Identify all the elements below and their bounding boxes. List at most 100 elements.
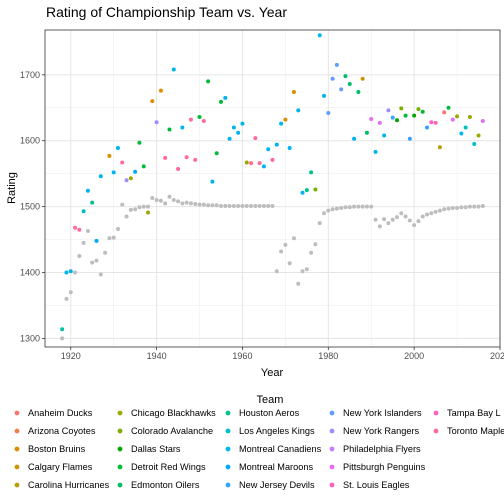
average-point [167,194,172,199]
legend-key [117,446,123,452]
legend-key [433,428,439,434]
legend-key [14,428,20,434]
champion-point [244,160,249,165]
champion-point [137,140,142,145]
champion-point [193,157,198,162]
average-point [120,202,125,207]
average-point [171,198,176,203]
average-point [197,202,202,207]
legend-label: Philadelphia Flyers [343,444,421,454]
average-point [77,254,82,259]
legend-key [117,428,123,434]
legend-label: Detroit Red Wings [131,462,206,472]
legend-key [329,410,335,416]
champion-point [253,136,258,141]
average-point [231,203,236,208]
champion-point [399,106,404,111]
champion-point [291,89,296,94]
legend-key [117,464,123,470]
average-point [283,242,288,247]
average-point [433,209,438,214]
average-point [163,201,168,206]
legend-label: Colorado Avalanche [131,426,213,436]
champion-point [433,120,438,125]
champion-point [330,76,335,81]
legend-label: Toronto Maple [447,426,504,436]
champion-point [334,62,339,67]
average-point [154,198,159,203]
legend-key [225,464,231,470]
champion-point [480,118,485,123]
plot-border [44,29,501,348]
average-point [330,207,335,212]
champion-point [73,225,78,230]
legend-key [225,410,231,416]
average-point [85,229,90,234]
champion-point [171,67,176,72]
average-point [111,235,116,240]
champion-points [60,33,485,332]
average-point [279,249,284,254]
champion-point [463,125,468,130]
champion-point [425,125,430,130]
legend-label: New York Rangers [343,426,419,436]
average-point [261,203,266,208]
average-point [416,219,421,224]
average-point [158,198,163,203]
average-point [386,221,391,226]
champion-point [313,187,318,192]
average-point [107,236,112,241]
champion-point [111,170,116,175]
champion-point [369,116,374,121]
champion-point [85,188,90,193]
champion-point [386,108,391,113]
y-tick-label: 1400 [20,268,40,278]
average-point [180,201,185,206]
average-point [124,214,129,219]
average-point [399,211,404,216]
average-point [64,296,69,301]
average-point [339,205,344,210]
average-point [137,205,142,210]
average-point [446,206,451,211]
champion-point [90,200,95,205]
champion-point [283,117,288,122]
champion-point [467,114,472,119]
legend-label: Chicago Blackhawks [131,408,216,418]
legend-label: Montreal Canadiens [239,444,322,454]
champion-point [167,127,172,132]
average-point [373,217,378,222]
champion-point [420,109,425,114]
champion-point [364,130,369,135]
average-point [249,203,254,208]
champion-point [120,160,125,165]
y-tick-label: 1700 [20,70,40,80]
champion-point [339,87,344,92]
champion-point [360,76,365,81]
legend-label: Houston Aeros [239,408,300,418]
legend-key [14,482,20,488]
y-axis-title: Rating [6,172,18,204]
average-point [304,267,309,272]
average-point [317,221,322,226]
average-point [442,207,447,212]
average-point [201,202,206,207]
average-point [382,217,387,222]
average-point [412,223,417,228]
champion-point [266,147,271,152]
champion-point [287,145,292,150]
champion-point [326,111,331,116]
chart-title: Rating of Championship Team vs. Year [46,4,287,20]
average-point [450,205,455,210]
average-point [429,211,434,216]
champion-point [227,136,232,141]
x-axis-title: Year [261,367,284,379]
average-point [214,203,219,208]
champion-point [218,99,223,104]
champion-point [446,105,451,110]
champion-point [296,108,301,113]
legend-key [329,482,335,488]
average-point [240,203,245,208]
average-point [227,203,232,208]
